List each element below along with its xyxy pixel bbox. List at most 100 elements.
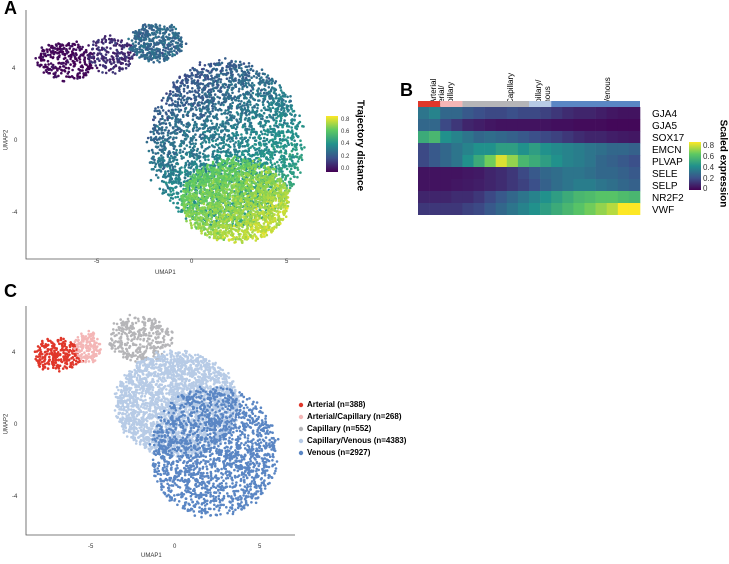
scatter-point [152, 45, 155, 49]
scatter-point [255, 132, 258, 135]
scatter-point [234, 127, 238, 131]
scatter-point [201, 70, 204, 74]
scatter-point [178, 75, 181, 79]
scatter-point [168, 167, 172, 170]
scatter-point [79, 65, 83, 68]
scatter-point [230, 126, 234, 130]
scatter-point [48, 48, 51, 51]
scatter-point [171, 156, 175, 159]
scatter-point [291, 153, 295, 157]
scatter-point [54, 43, 58, 46]
scatter-point [78, 75, 82, 79]
scatter-point [183, 211, 187, 215]
scatter-point [244, 117, 247, 120]
scatter-point [217, 133, 221, 136]
scatter-point [249, 146, 252, 149]
scatter-point [232, 180, 235, 183]
scatter-point [61, 69, 64, 72]
scatter-point [231, 139, 235, 142]
scatter-point [156, 151, 160, 155]
scatter-point [69, 53, 73, 57]
scatter-point [274, 140, 278, 144]
scatter-point [265, 161, 268, 164]
scatter-point [114, 72, 117, 75]
scatter-point [277, 97, 280, 100]
scatter-point [234, 148, 237, 151]
scatter-point [172, 136, 175, 139]
scatter-point [209, 100, 213, 104]
scatter-point [173, 103, 177, 107]
scatter-point [287, 162, 291, 166]
scatter-point [244, 84, 248, 87]
scatter-point [227, 137, 230, 141]
scatter-point [186, 85, 190, 89]
scatter-point [230, 96, 233, 100]
scatter-point [270, 88, 273, 91]
scatter-point [54, 71, 57, 74]
scatter-point [261, 94, 265, 97]
scatter-point [237, 164, 241, 167]
scatter-point [217, 109, 220, 112]
scatter-point [215, 68, 219, 71]
scatter-point [177, 206, 180, 210]
scatter-point [176, 93, 180, 97]
scatter-point [154, 137, 157, 141]
scatter-point [244, 92, 248, 96]
scatter-point [54, 47, 57, 50]
scatter-point [241, 87, 244, 91]
scatter-point [162, 180, 166, 184]
scatter-point [174, 93, 177, 96]
scatter-point [62, 47, 66, 50]
scatter-point [228, 110, 231, 114]
scatter-point [167, 129, 170, 133]
scatter-point [39, 63, 42, 67]
scatter-point [175, 80, 179, 84]
scatter-point [174, 178, 178, 181]
scatter-point [152, 61, 155, 64]
scatter-point [227, 85, 231, 88]
scatter-point [238, 173, 241, 176]
scatter-point [78, 47, 81, 50]
scatter-point [267, 77, 271, 80]
scatter-point [285, 174, 288, 178]
scatter-point [253, 110, 257, 114]
scatter-point [259, 92, 262, 95]
scatter-point [263, 132, 267, 136]
scatter-point [243, 137, 246, 141]
scatter-point [174, 168, 177, 172]
scatter-point [247, 184, 251, 187]
scatter-point [211, 136, 215, 140]
scatter-point [256, 94, 260, 98]
scatter-point [246, 68, 249, 72]
scatter-point [175, 181, 178, 184]
scatter-point [221, 122, 224, 125]
scatter-point [161, 163, 165, 167]
scatter-point [251, 115, 254, 119]
scatter-point [125, 55, 128, 59]
scatter-point [72, 54, 76, 57]
scatter-point [185, 172, 188, 176]
scatter-point [225, 162, 229, 165]
scatter-point [60, 48, 64, 51]
scatter-point [251, 159, 255, 163]
scatter-point [124, 63, 128, 66]
scatter-point [92, 52, 96, 55]
scatter-point [116, 54, 119, 58]
scatter-point [225, 91, 229, 94]
scatter-point [227, 122, 230, 126]
scatter-point [176, 105, 179, 108]
scatter-point [268, 125, 272, 128]
scatter-point [284, 93, 287, 97]
scatter-point [57, 74, 60, 78]
scatter-point [214, 102, 217, 106]
scatter-point [249, 111, 252, 114]
scatter-point [254, 151, 258, 155]
scatter-point [227, 106, 230, 110]
scatter-point [63, 70, 67, 73]
scatter-point [135, 50, 139, 53]
scatter-point [296, 160, 300, 163]
scatter-point [105, 46, 109, 49]
scatter-point [240, 83, 243, 86]
scatter-point [232, 124, 235, 127]
scatter-point [160, 99, 164, 102]
